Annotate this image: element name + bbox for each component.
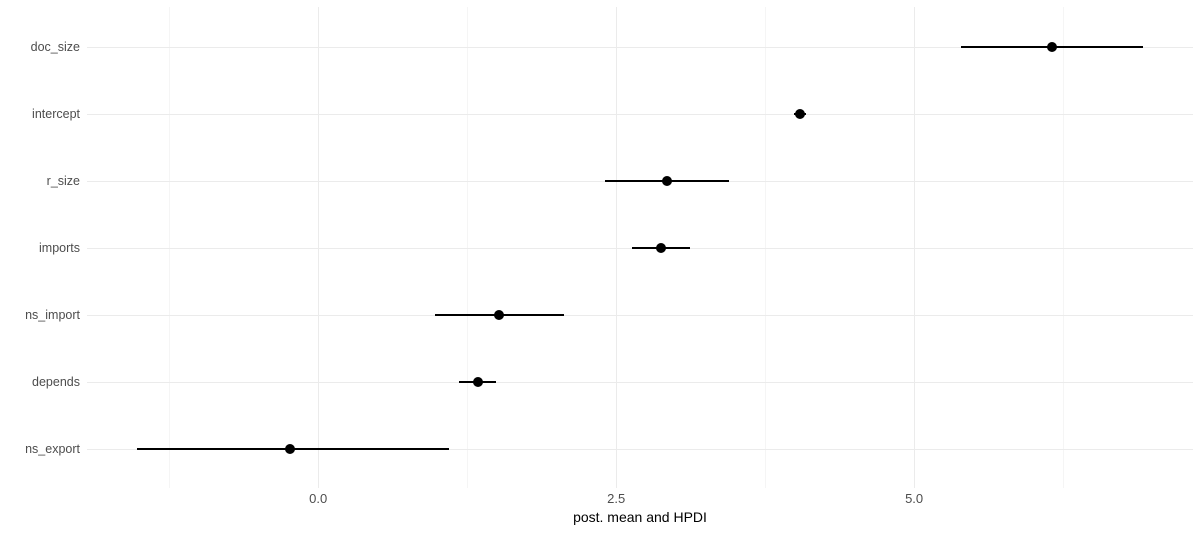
x-axis-tick-label: 2.5 xyxy=(607,491,626,506)
y-axis-label: imports xyxy=(39,240,80,255)
gridline-y-major xyxy=(87,448,1193,450)
posterior-mean-point xyxy=(662,176,673,186)
posterior-mean-point xyxy=(656,243,667,253)
x-axis-tick-label: 0.0 xyxy=(309,491,328,506)
posterior-mean-point xyxy=(794,109,805,119)
y-axis-label: ns_export xyxy=(25,441,80,456)
posterior-mean-point xyxy=(1047,42,1058,52)
y-axis-label: r_size xyxy=(46,173,80,188)
posterior-mean-point xyxy=(494,310,505,320)
y-axis-label: ns_import xyxy=(25,307,80,322)
posterior-mean-point xyxy=(472,377,483,387)
gridline-y-major xyxy=(87,46,1193,48)
y-axis-label: depends xyxy=(32,374,80,389)
y-axis-label: intercept xyxy=(32,106,80,121)
gridline-y-major xyxy=(87,113,1193,115)
posterior-mean-point xyxy=(284,444,295,454)
x-axis-tick-label: 5.0 xyxy=(905,491,924,506)
gridline-y-major xyxy=(87,381,1193,383)
plot-panel xyxy=(87,7,1193,488)
gridline-y-major xyxy=(87,314,1193,316)
y-axis-label: doc_size xyxy=(30,39,80,54)
x-axis-title: post. mean and HPDI xyxy=(573,509,707,525)
